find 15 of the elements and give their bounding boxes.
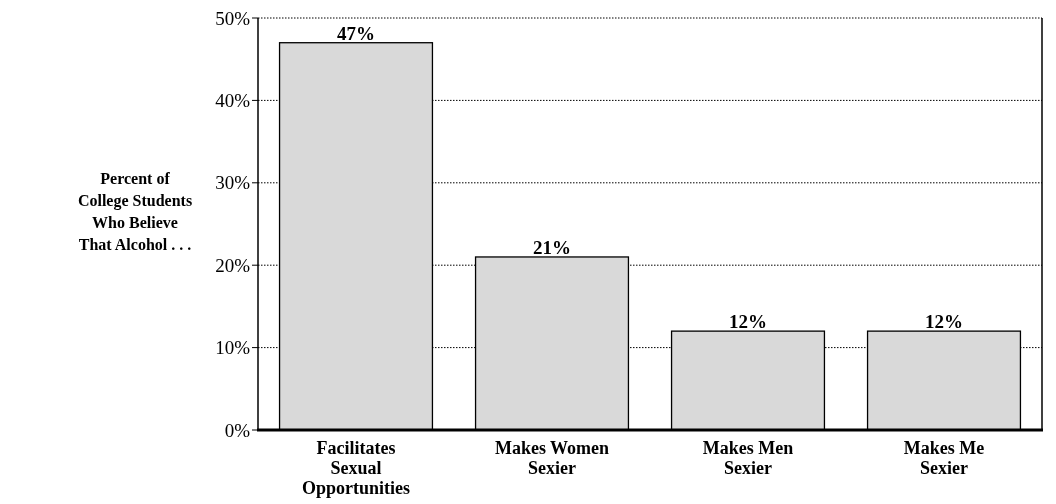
y-tick-label: 50% bbox=[215, 7, 251, 29]
data-label: 12% bbox=[925, 311, 963, 333]
x-tick-label: Makes Men Sexier bbox=[702, 438, 794, 478]
y-tick-label: 10% bbox=[215, 337, 251, 359]
data-label: 21% bbox=[533, 236, 571, 258]
y-tick-label: 30% bbox=[215, 172, 251, 194]
x-tick-label: Makes Me Sexier bbox=[903, 438, 985, 478]
data-label: 47% bbox=[337, 22, 375, 44]
y-tick-label: 0% bbox=[224, 419, 251, 441]
y-axis-title: Percent of College Students Who Believe That Alcohol . . . bbox=[77, 170, 193, 253]
y-tick-label: 20% bbox=[215, 254, 251, 276]
y-tick-label: 40% bbox=[215, 90, 251, 112]
data-label: 12% bbox=[729, 311, 767, 333]
x-tick-label: Makes Women Sexier bbox=[494, 438, 610, 478]
x-tick-label: Facilitates Sexual Opportunities bbox=[301, 438, 411, 498]
